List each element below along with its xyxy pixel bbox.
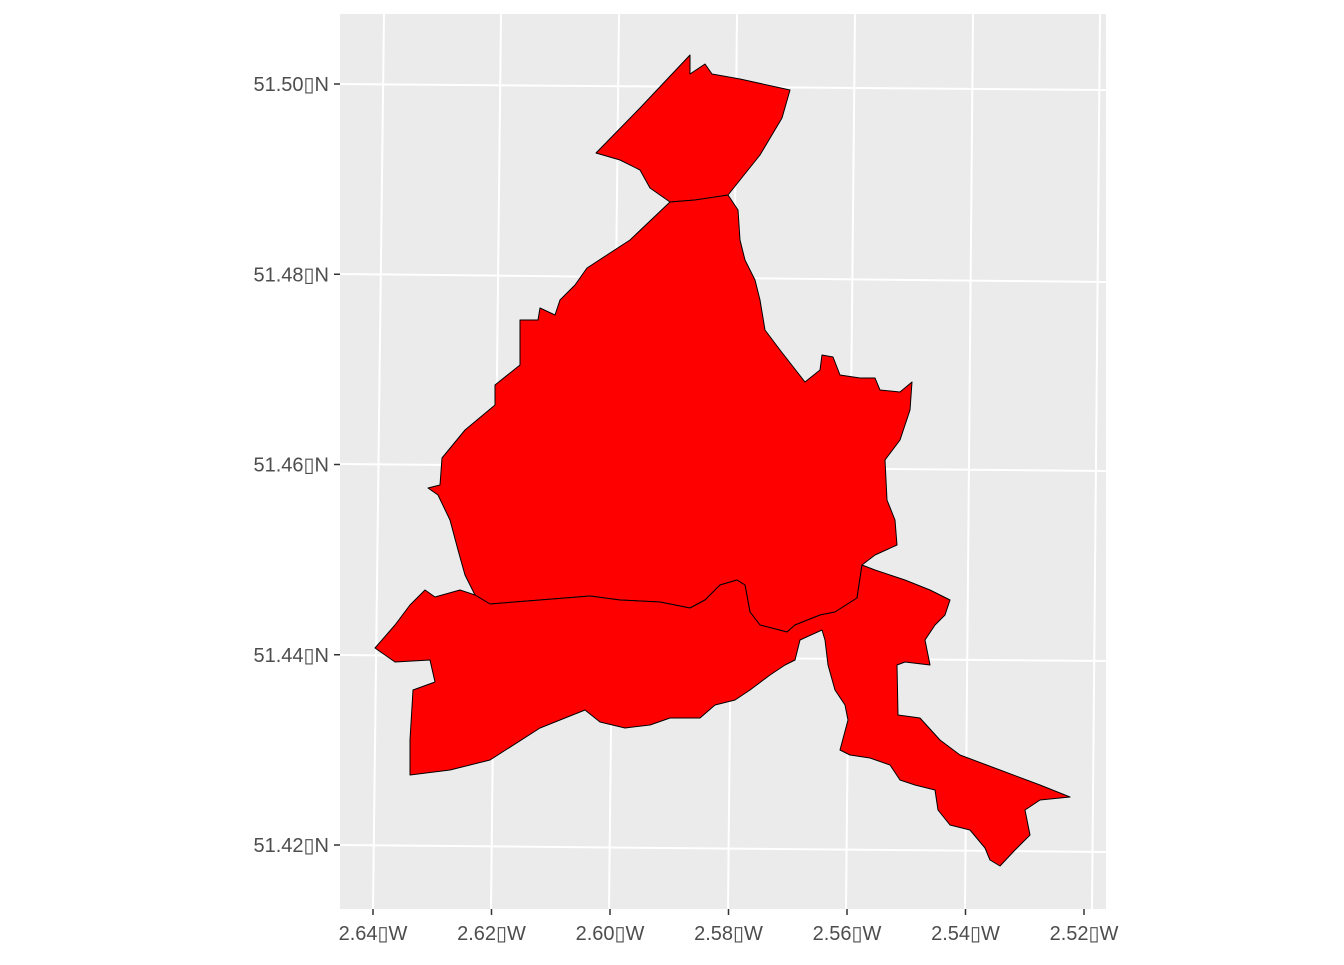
y-tick-label: 51.42▯N bbox=[254, 835, 330, 857]
x-tick-label: 2.64▯W bbox=[339, 923, 408, 945]
y-tick-label: 51.50▯N bbox=[254, 74, 330, 96]
gridline-lon-2-52 bbox=[1091, 13, 1101, 910]
x-axis: 2.64▯W 2.62▯W 2.60▯W 2.58▯W 2.56▯W 2.54▯W 2.52… bbox=[339, 909, 1119, 945]
y-axis: 51.50▯N 51.48▯N 51.46▯N 51.44▯N 51.42▯N bbox=[254, 74, 340, 857]
x-tick-label: 2.56▯W bbox=[813, 923, 882, 945]
y-tick-label: 51.44▯N bbox=[254, 645, 330, 667]
regions bbox=[374, 54, 1071, 867]
x-tick-label: 2.60▯W bbox=[576, 923, 645, 945]
y-tick-label: 51.48▯N bbox=[254, 264, 330, 286]
x-tick-label: 2.54▯W bbox=[931, 923, 1000, 945]
gridline-lon-2-64 bbox=[372, 13, 385, 910]
x-tick-label: 2.58▯W bbox=[694, 923, 763, 945]
region-south bbox=[374, 564, 1071, 867]
x-tick-label: 2.52▯W bbox=[1050, 923, 1119, 945]
x-tick-label: 2.62▯W bbox=[457, 923, 526, 945]
region-north bbox=[595, 54, 791, 203]
y-tick-label: 51.46▯N bbox=[254, 455, 330, 477]
gridline-lat-51-42 bbox=[339, 844, 1107, 853]
